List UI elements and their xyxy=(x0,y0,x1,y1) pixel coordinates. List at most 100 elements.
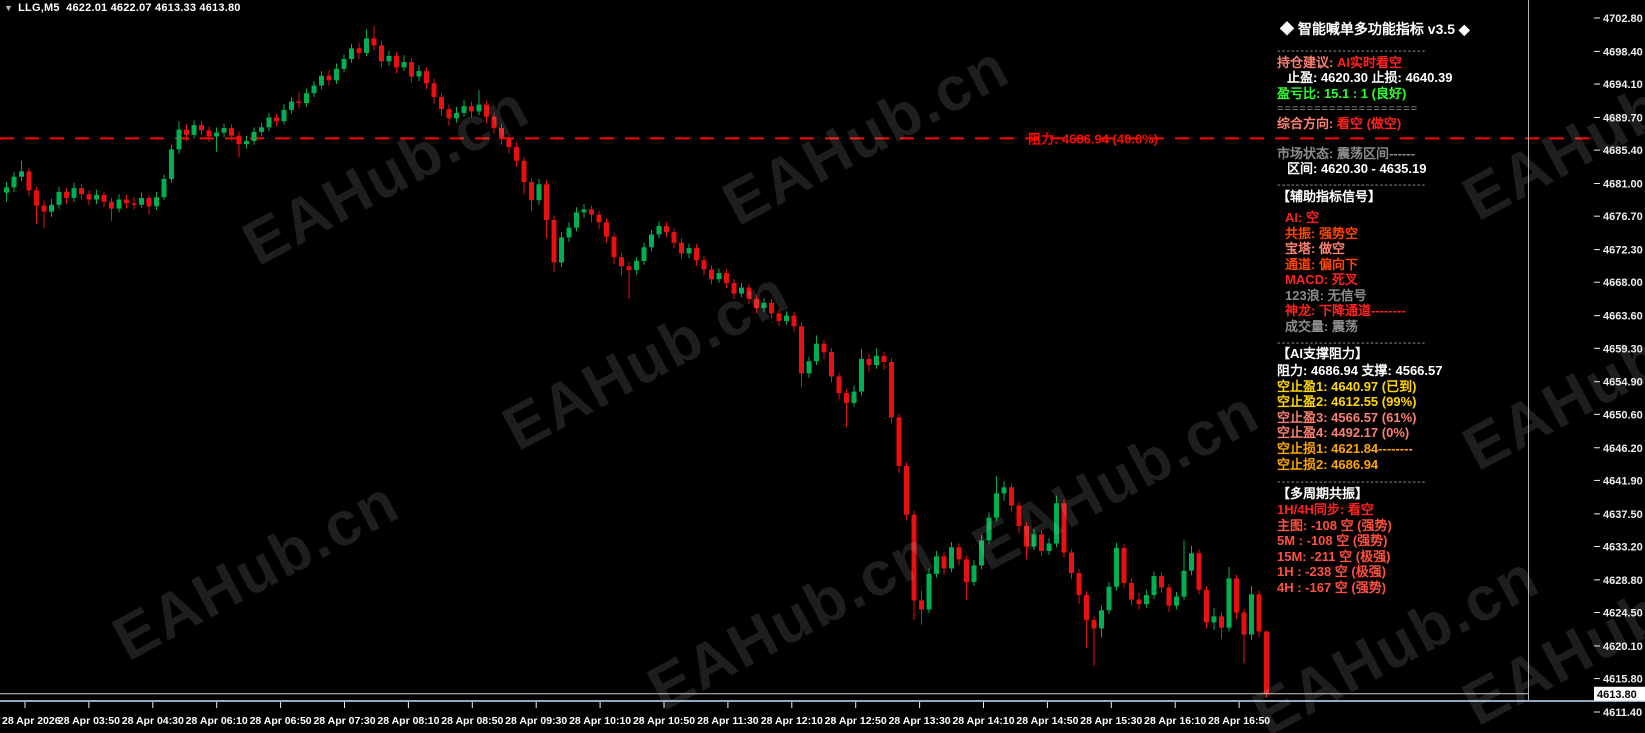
candle-body xyxy=(754,298,759,309)
panel-text: MACD: 死叉 xyxy=(1285,272,1358,287)
time-axis-label: 28 Apr 08:50 xyxy=(441,715,503,727)
price-axis-label: 4620.10 xyxy=(1603,641,1643,653)
candle-body xyxy=(221,128,227,133)
candle-body xyxy=(469,106,474,112)
panel-separator: -------------------------------- xyxy=(1277,337,1427,349)
time-axis-label: 28 Apr 06:50 xyxy=(250,715,312,727)
candle-body xyxy=(1249,594,1254,635)
price-axis-label: 4624.50 xyxy=(1603,608,1643,620)
candle-body xyxy=(64,191,69,198)
candle-body xyxy=(889,361,894,418)
panel-text: 【辅助指标信号】 xyxy=(1277,189,1382,204)
panel-line: 止盈: 4620.30 止损: 4640.39 xyxy=(1287,71,1452,85)
price-axis-label: 4681.00 xyxy=(1603,179,1643,191)
candle-body xyxy=(1144,595,1149,605)
candle-body xyxy=(49,204,54,212)
panel-text: 【AI支撑阻力】 xyxy=(1277,346,1369,361)
candle-body xyxy=(896,417,902,466)
candle-body xyxy=(1009,487,1014,506)
price-axis-label: 4659.30 xyxy=(1603,343,1643,355)
symbol-dropdown-icon[interactable]: ▼ xyxy=(4,3,14,13)
candle-body xyxy=(694,248,699,261)
candle-body xyxy=(386,55,392,62)
candle-body xyxy=(1084,595,1089,621)
price-axis-label: 4676.70 xyxy=(1603,211,1643,223)
price-axis-label: 4694.10 xyxy=(1603,79,1643,91)
indicator-panel: ◆ 智能喊单多功能指标 v3.5 ◆ ---------------------… xyxy=(1277,0,1645,620)
panel-text: 持仓建议: xyxy=(1277,55,1337,70)
candle-body xyxy=(394,55,399,68)
candle-body xyxy=(791,315,797,327)
panel-line: AI: 空 xyxy=(1285,211,1319,225)
time-axis-label: 28 Apr 10:50 xyxy=(633,715,695,727)
panel-line: 区间: 4620.30 - 4635.19 xyxy=(1287,162,1426,176)
candle-body xyxy=(1129,582,1134,600)
candle-body xyxy=(1099,610,1104,629)
candle-body xyxy=(814,343,819,362)
candle-body xyxy=(829,352,834,377)
candle-body xyxy=(259,127,264,132)
time-axis-label: 28 Apr 10:10 xyxy=(569,715,631,727)
time-axis-label: 28 Apr 15:30 xyxy=(1080,715,1142,727)
panel-text: 止盈: 4620.30 止损: 4640.39 xyxy=(1287,70,1453,85)
candle-body xyxy=(851,391,857,403)
price-axis-label: 4615.80 xyxy=(1603,674,1643,686)
candle-body xyxy=(769,302,774,314)
candle-body xyxy=(199,125,204,131)
candle-body xyxy=(281,109,287,122)
panel-text: 空止盈4: 4492.17 (0%) xyxy=(1277,425,1410,440)
candle-body xyxy=(484,104,489,117)
candle-body xyxy=(566,227,572,238)
price-axis-label: 4641.90 xyxy=(1603,475,1643,487)
panel-line: 市场状态: 震荡区间------ xyxy=(1277,147,1415,161)
candle-body xyxy=(664,226,669,233)
candle-body xyxy=(964,559,969,583)
candle-body xyxy=(1181,570,1187,597)
candle-body xyxy=(1241,612,1247,635)
candle-body xyxy=(649,234,654,248)
candle-body xyxy=(326,75,332,81)
candle-body xyxy=(1076,573,1082,596)
candle-body xyxy=(1054,503,1059,544)
candle-body xyxy=(626,266,632,271)
current-price-tag-label: 4613.80 xyxy=(1597,689,1637,701)
candle-body xyxy=(71,188,77,198)
candle-body xyxy=(379,45,384,62)
candle-body xyxy=(371,38,377,46)
ohlc-readout: 4622.01 4622.07 4613.33 4613.80 xyxy=(66,2,241,14)
panel-text: 区间: 4620.30 - 4635.19 xyxy=(1287,161,1427,176)
candle-body xyxy=(229,128,234,136)
candle-body xyxy=(41,205,47,212)
panel-separator: -------------------------------- xyxy=(1277,476,1427,488)
candle-body xyxy=(806,361,812,374)
price-axis-label: 4685.40 xyxy=(1603,145,1643,157)
candle-body xyxy=(416,71,422,77)
candle-body xyxy=(836,376,842,394)
candle-body xyxy=(1001,487,1007,494)
panel-line: 持仓建议: AI实时看空 xyxy=(1277,56,1402,70)
candle-body xyxy=(101,194,107,202)
candle-body xyxy=(1264,631,1269,694)
candle-body xyxy=(4,187,9,193)
time-axis-label: 28 Apr 11:30 xyxy=(697,715,759,727)
panel-line: 宝塔: 做空 xyxy=(1285,242,1345,256)
candle-body xyxy=(1204,589,1209,623)
candle-body xyxy=(86,194,92,200)
candle-body xyxy=(634,260,639,271)
candle-body xyxy=(574,212,579,228)
candle-body xyxy=(866,358,872,366)
price-axis-label: 4654.90 xyxy=(1603,377,1643,389)
candle-body xyxy=(979,540,984,566)
candle-body xyxy=(821,343,827,353)
panel-text: AI: 空 xyxy=(1285,210,1319,225)
candle-body xyxy=(334,68,339,81)
panel-separator: =================== xyxy=(1277,103,1419,115)
candle-body xyxy=(139,197,144,205)
panel-line: 15M: -211 空 (极强) xyxy=(1277,550,1390,564)
panel-line: 空止损1: 4621.84-------- xyxy=(1277,442,1413,456)
candle-body xyxy=(109,201,114,209)
price-axis-label: 4698.40 xyxy=(1603,46,1643,58)
panel-line: 1H/4H同步: 看空 xyxy=(1277,503,1374,517)
time-axis-label: 28 Apr 09:30 xyxy=(505,715,567,727)
